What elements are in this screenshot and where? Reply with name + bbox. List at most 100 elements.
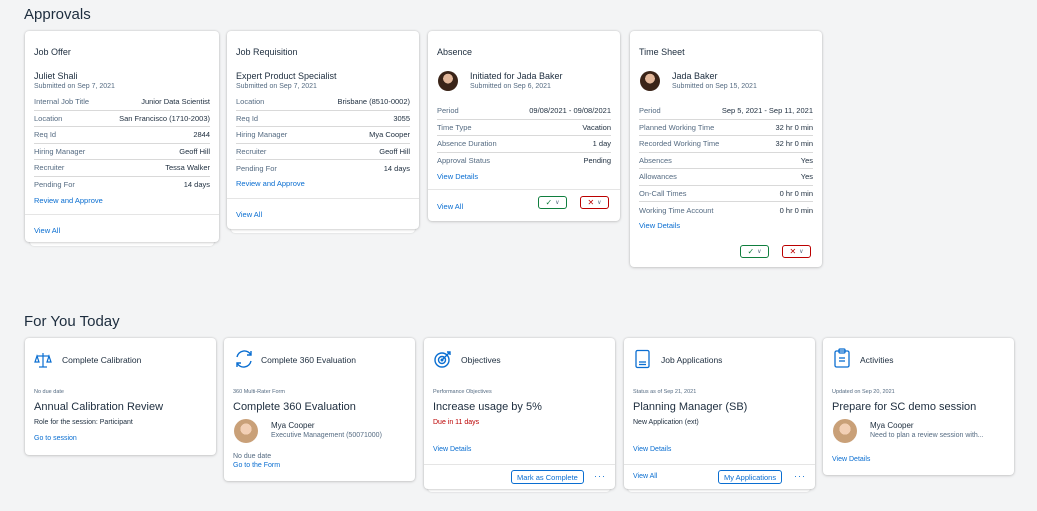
detail-row: Approval Status Pending xyxy=(437,156,611,166)
view-details-link[interactable]: View Details xyxy=(433,446,472,453)
view-all-link[interactable]: View All xyxy=(633,473,658,480)
objective-title: Increase usage by 5% xyxy=(433,401,542,413)
card-title: Job Applications xyxy=(661,355,723,365)
application-status: New Application (ext) xyxy=(633,419,699,426)
approve-button[interactable]: ✓ ∨ xyxy=(538,196,567,209)
person-name: Mya Cooper xyxy=(870,421,914,430)
detail-row: Recruiter Geoff Hill xyxy=(236,144,410,160)
detail-row: Req Id 3055 xyxy=(236,111,410,127)
avatar xyxy=(438,71,458,91)
due-status: Due in 11 days xyxy=(433,419,480,426)
review-and-approve-link[interactable]: Review and Approve xyxy=(34,196,103,205)
view-details-link[interactable]: View Details xyxy=(437,172,479,181)
chevron-down-icon: ∨ xyxy=(799,249,804,255)
detail-row: Absence Duration 1 day xyxy=(437,136,611,153)
card-title: Complete 360 Evaluation xyxy=(261,355,356,365)
card-title: Job Offer xyxy=(34,47,71,57)
absence-card[interactable]: Absence Initiated for Jada Baker Submitt… xyxy=(428,31,620,221)
status-date-label: Status as of Sep 21, 2021 xyxy=(633,389,697,395)
detail-row: Pending For 14 days xyxy=(236,163,410,173)
more-options-icon[interactable]: ··· xyxy=(794,471,806,481)
card-title: Complete Calibration xyxy=(62,355,142,365)
view-all-link[interactable]: View All xyxy=(437,202,464,211)
close-icon: ✕ xyxy=(789,247,797,256)
objectives-card[interactable]: Objectives Performance Objectives Increa… xyxy=(424,338,615,489)
person-department: Executive Management (50071000) xyxy=(271,432,382,439)
my-applications-button[interactable]: My Applications xyxy=(718,470,783,484)
go-to-session-link[interactable]: Go to session xyxy=(34,435,77,442)
submitted-date: Submitted on Sep 7, 2021 xyxy=(34,83,115,90)
avatar xyxy=(640,71,660,91)
requisition-name: Expert Product Specialist xyxy=(236,71,337,81)
review-and-approve-link[interactable]: Review and Approve xyxy=(236,179,305,188)
card-footer-divider xyxy=(25,214,219,215)
reject-button[interactable]: ✕ ∨ xyxy=(782,245,811,258)
task-title: Complete 360 Evaluation xyxy=(233,401,356,413)
card-title: Job Requisition xyxy=(236,47,298,57)
reject-button[interactable]: ✕ ∨ xyxy=(580,196,609,209)
refresh-icon xyxy=(233,348,255,370)
category-label: Performance Objectives xyxy=(433,389,492,395)
card-stack-shadow xyxy=(30,238,214,246)
target-icon xyxy=(433,349,453,369)
job-offer-card[interactable]: Job Offer Juliet Shali Submitted on Sep … xyxy=(25,31,219,242)
clipboard-icon xyxy=(833,348,851,368)
detail-row: Req Id 2844 xyxy=(34,127,210,144)
detail-row: On-Call Times 0 hr 0 min xyxy=(639,186,813,202)
task-title: Annual Calibration Review xyxy=(34,401,164,413)
view-all-link[interactable]: View All xyxy=(34,226,61,235)
details-list: Location Brisbane (8510-0002) Req Id 3055 … xyxy=(236,94,410,177)
task-role: Role for the session: Participant xyxy=(34,419,133,426)
activity-note: Need to plan a review session with... xyxy=(870,432,984,439)
submitted-date: Submitted on Sep 15, 2021 xyxy=(672,83,757,90)
application-title: Planning Manager (SB) xyxy=(633,401,748,413)
avatar xyxy=(234,419,258,443)
view-details-link[interactable]: View Details xyxy=(639,221,681,230)
activities-card[interactable]: Activities Updated on Sep 20, 2021 Prepa… xyxy=(823,338,1014,475)
approve-button[interactable]: ✓ ∨ xyxy=(740,245,769,258)
job-applications-card[interactable]: Job Applications Status as of Sep 21, 20… xyxy=(624,338,815,489)
complete-calibration-card[interactable]: Complete Calibration No due date Annual … xyxy=(25,338,216,455)
time-sheet-card[interactable]: Time Sheet Jada Baker Submitted on Sep 1… xyxy=(630,31,822,267)
submitted-date: Submitted on Sep 7, 2021 xyxy=(236,83,317,90)
detail-row: Planned Working Time 32 hr 0 min xyxy=(639,120,813,136)
avatar xyxy=(833,419,857,443)
card-title: Time Sheet xyxy=(639,47,685,57)
due-label: No due date xyxy=(34,389,64,395)
detail-row: Hiring Manager Geoff Hill xyxy=(34,144,210,160)
check-icon: ✓ xyxy=(545,198,553,207)
mark-as-complete-button[interactable]: Mark as Complete xyxy=(511,470,584,484)
chevron-down-icon: ∨ xyxy=(757,249,762,255)
card-footer-divider xyxy=(428,189,620,190)
requester-name: Juliet Shali xyxy=(34,71,78,81)
card-stack-shadow xyxy=(231,225,415,233)
detail-row: Location San Francisco (1710-2003) xyxy=(34,111,210,127)
complete-360-evaluation-card[interactable]: Complete 360 Evaluation 360 Multi-Rater … xyxy=(224,338,415,481)
job-requisition-card[interactable]: Job Requisition Expert Product Specialis… xyxy=(227,31,419,229)
scale-icon xyxy=(34,351,52,369)
detail-row: Allowances Yes xyxy=(639,169,813,186)
view-details-link[interactable]: View Details xyxy=(633,446,672,453)
submitted-date: Submitted on Sep 6, 2021 xyxy=(470,83,551,90)
detail-row: Pending For 14 days xyxy=(34,180,210,190)
detail-row: Internal Job Title Junior Data Scientist xyxy=(34,94,210,111)
activity-title: Prepare for SC demo session xyxy=(832,401,977,413)
card-footer-divider xyxy=(624,464,815,465)
for-you-today-heading: For You Today xyxy=(24,313,120,330)
more-options-icon[interactable]: ··· xyxy=(594,471,606,481)
form-type-label: 360 Multi-Rater Form xyxy=(233,389,285,395)
close-icon: ✕ xyxy=(587,198,595,207)
detail-row: Location Brisbane (8510-0002) xyxy=(236,94,410,111)
card-title: Activities xyxy=(860,355,894,365)
details-list: Period 09/08/2021 - 09/08/2021 Time Type V… xyxy=(437,103,611,169)
due-label: No due date xyxy=(233,453,272,460)
details-list: Period Sep 5, 2021 - Sep 11, 2021 Planned… xyxy=(639,103,813,219)
view-all-link[interactable]: View All xyxy=(236,210,263,219)
card-title: Absence xyxy=(437,47,473,57)
view-details-link[interactable]: View Details xyxy=(832,456,871,463)
detail-row: Absences Yes xyxy=(639,153,813,169)
detail-row: Recorded Working Time 32 hr 0 min xyxy=(639,136,813,153)
updated-date-label: Updated on Sep 20, 2021 xyxy=(832,389,895,395)
details-list: Internal Job Title Junior Data Scientist … xyxy=(34,94,210,193)
go-to-form-link[interactable]: Go to the Form xyxy=(233,462,281,469)
